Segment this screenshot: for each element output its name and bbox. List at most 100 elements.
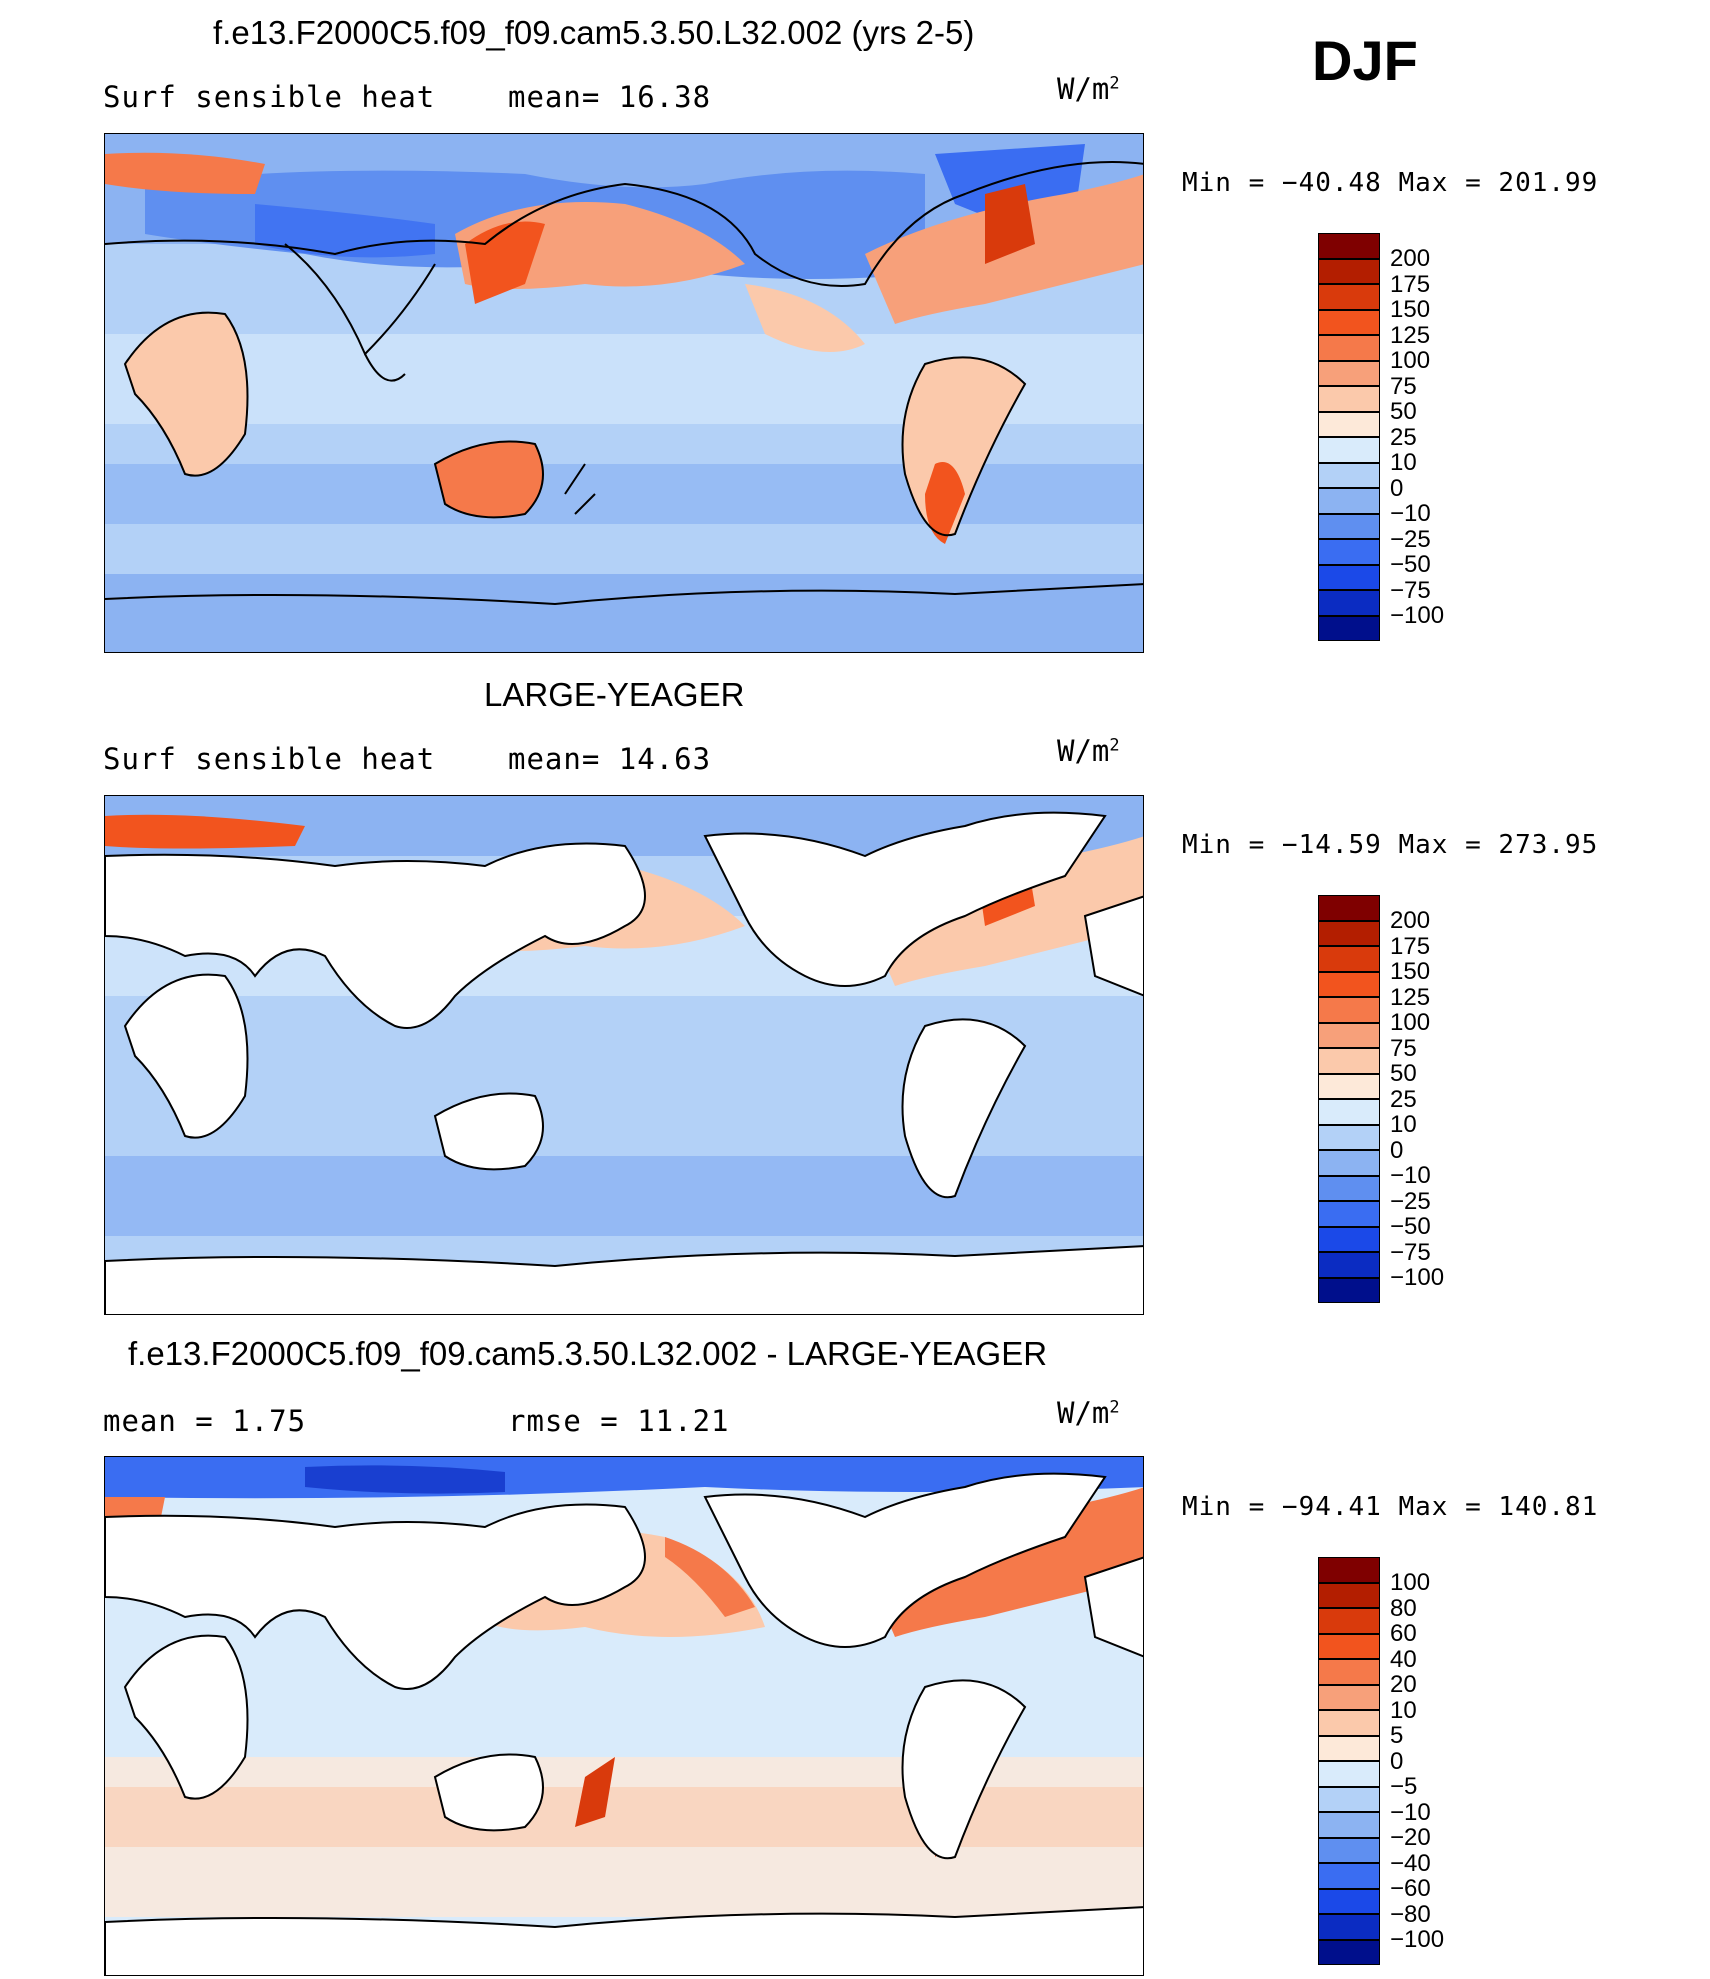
panel-3-colorbar-swatch: [1318, 1863, 1380, 1889]
panel-1-units: W/m2: [1057, 72, 1120, 106]
panel-1-colorbar-swatch: [1318, 437, 1380, 463]
panel-3-colorbar-swatch: [1318, 1812, 1380, 1838]
panel-2-colorbar-tick: −25: [1390, 1187, 1431, 1215]
panel-1-map: [104, 133, 1144, 653]
panel-2-colorbar-tick: 150: [1390, 958, 1431, 985]
panel-3-colorbar-tick: −10: [1390, 1798, 1431, 1826]
panel-3-colorbar-tick: 60: [1390, 1620, 1417, 1647]
panel-3-colorbar-swatch: [1318, 1710, 1380, 1736]
panel-3-colorbar-swatch: [1318, 1582, 1380, 1608]
panel-2-title: LARGE-YEAGER: [484, 676, 745, 713]
panel-2-mean-label: mean= 14.63: [508, 742, 712, 776]
panel-2-colorbar-swatch: [1318, 1201, 1380, 1227]
panel-1-colorbar-swatch: [1318, 258, 1380, 284]
panel-1-colorbar-swatch: [1318, 513, 1380, 539]
panel-3-mean-label: mean = 1.75: [103, 1404, 307, 1438]
panel-1-colorbar-tick: −50: [1390, 551, 1431, 578]
panel-3-colorbar-tick: 5: [1390, 1722, 1404, 1749]
panel-1-colorbar-tick: −100: [1390, 602, 1445, 629]
panel-1-colorbar-swatch: [1318, 360, 1380, 386]
panel-2-colorbar-swatch: [1318, 920, 1380, 946]
panel-1-colorbar-tick: 50: [1390, 398, 1417, 425]
panel-1-title: f.e13.F2000C5.f09_f09.cam5.3.50.L32.002 …: [213, 14, 975, 51]
panel-1-colorbar-swatch: [1318, 284, 1380, 310]
panel-1-colorbar-swatch: [1318, 233, 1380, 259]
panel-1-colorbar-swatch: [1318, 590, 1380, 616]
panel-1-minmax: Min = −40.48 Max = 201.99: [1182, 168, 1599, 198]
panel-1-map-svg: [105, 134, 1143, 652]
panel-2-colorbar-tick: 75: [1390, 1034, 1417, 1062]
panel-3-colorbar-swatch: [1318, 1837, 1380, 1863]
panel-2-colorbar-tick: 100: [1390, 1009, 1431, 1036]
panel-2-colorbar-swatch: [1318, 971, 1380, 997]
panel-1-colorbar-tick: −10: [1390, 500, 1431, 527]
panel-2-colorbar-tick: −10: [1390, 1162, 1431, 1189]
panel-2-colorbar-tick: −100: [1390, 1264, 1445, 1291]
panel-2-colorbar-swatch: [1318, 1124, 1380, 1150]
panel-1-colorbar-swatch: [1318, 539, 1380, 565]
panel-2-colorbar-swatch: [1318, 1150, 1380, 1176]
panel-3-colorbar-swatch: [1318, 1761, 1380, 1787]
panel-1-colorbar-tick: 10: [1390, 449, 1417, 476]
panel-3-map-svg: [105, 1457, 1143, 1975]
panel-2-colorbar-swatch: [1318, 1226, 1380, 1252]
panel-2-colorbar-tick: 25: [1390, 1085, 1417, 1113]
panel-3-colorbar-tick: 100: [1390, 1569, 1431, 1596]
panel-2-colorbar-swatch: [1318, 946, 1380, 972]
panel-3-rmse-label: rmse = 11.21: [508, 1404, 730, 1438]
panel-1-colorbar-tick: 175: [1390, 270, 1431, 298]
panel-3-colorbar-tick: 10: [1390, 1696, 1417, 1724]
panel-3-colorbar-swatch: [1318, 1684, 1380, 1710]
panel-3-units: W/m2: [1057, 1396, 1120, 1430]
panel-2-minmax: Min = −14.59 Max = 273.95: [1182, 830, 1599, 860]
panel-2-colorbar-swatch: [1318, 895, 1380, 921]
panel-2-variable-label: Surf sensible heat: [103, 742, 436, 776]
panel-2-colorbar-tick: 125: [1390, 983, 1431, 1011]
panel-2-map-svg: [105, 796, 1143, 1314]
panel-3-colorbar-swatch: [1318, 1914, 1380, 1940]
panel-2-colorbar-tick: 200: [1390, 907, 1431, 934]
panel-1-colorbar-swatch: [1318, 309, 1380, 335]
panel-1-colorbar-tick: 100: [1390, 347, 1431, 374]
panel-3-colorbar-swatch: [1318, 1659, 1380, 1685]
panel-3-colorbar-swatch: [1318, 1557, 1380, 1583]
panel-1-colorbar-swatch: [1318, 411, 1380, 437]
panel-2-colorbar-tick: −50: [1390, 1213, 1431, 1240]
panel-3-colorbar-tick: −40: [1390, 1849, 1431, 1877]
panel-3-colorbar-swatch: [1318, 1939, 1380, 1965]
panel-2-colorbar-tick: 0: [1390, 1136, 1404, 1164]
panel-2-colorbar-swatch: [1318, 1252, 1380, 1278]
panel-1-colorbar-tick: −25: [1390, 525, 1431, 553]
panel-1-colorbar-swatch: [1318, 335, 1380, 361]
panel-1-colorbar-tick: 150: [1390, 296, 1431, 323]
panel-1-mean-label: mean= 16.38: [508, 80, 712, 114]
panel-1-colorbar-swatch: [1318, 488, 1380, 514]
panel-3-colorbar-tick: −20: [1390, 1824, 1431, 1851]
panel-3-colorbar-tick: 80: [1390, 1594, 1417, 1622]
panel-1-colorbar-tick: 200: [1390, 245, 1431, 272]
panel-2-colorbar-swatch: [1318, 1048, 1380, 1074]
panel-2-colorbar-swatch: [1318, 1175, 1380, 1201]
panel-2-colorbar-swatch: [1318, 997, 1380, 1023]
panel-2-colorbar-swatch: [1318, 1073, 1380, 1099]
panel-3-colorbar-swatch: [1318, 1633, 1380, 1659]
panel-3-colorbar-tick: −60: [1390, 1875, 1431, 1902]
panel-1-colorbar-tick: 75: [1390, 372, 1417, 400]
panel-3-colorbar-tick: 0: [1390, 1747, 1404, 1775]
panel-2-colorbar-swatch: [1318, 1022, 1380, 1048]
panel-1-colorbar-tick: 125: [1390, 321, 1431, 349]
panel-2-colorbar-swatch: [1318, 1277, 1380, 1303]
panel-1-colorbar-swatch: [1318, 564, 1380, 590]
panel-3-colorbar-swatch: [1318, 1608, 1380, 1634]
panel-3-colorbar-tick: −80: [1390, 1900, 1431, 1928]
panel-3-colorbar-swatch: [1318, 1786, 1380, 1812]
panel-1-colorbar-tick: 0: [1390, 474, 1404, 502]
panel-2-colorbar-tick: 10: [1390, 1111, 1417, 1138]
panel-1-colorbar-tick: 25: [1390, 423, 1417, 451]
panel-3-minmax: Min = −94.41 Max = 140.81: [1182, 1492, 1599, 1522]
panel-2-colorbar-swatch: [1318, 1099, 1380, 1125]
panel-1-colorbar-swatch: [1318, 386, 1380, 412]
season-label: DJF: [1312, 29, 1418, 92]
panel-3-title: f.e13.F2000C5.f09_f09.cam5.3.50.L32.002 …: [128, 1335, 1048, 1372]
panel-3-colorbar-swatch: [1318, 1888, 1380, 1914]
